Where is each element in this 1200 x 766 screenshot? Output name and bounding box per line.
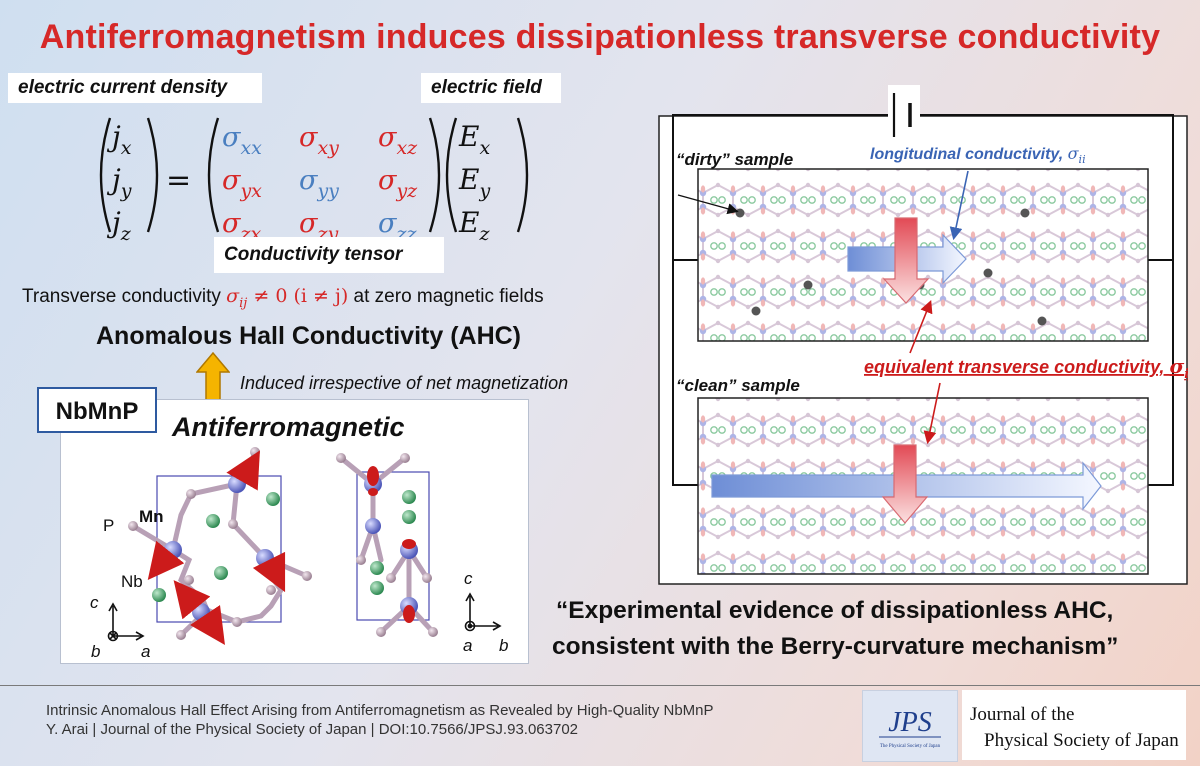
label-mn: Mn: [139, 507, 164, 526]
clean-sample-label: “clean” sample: [676, 376, 800, 395]
battery-gap: [888, 85, 920, 133]
nb-atoms-left: [152, 492, 280, 602]
journal-name-box: Journal of the Physical Society of Japan: [962, 690, 1186, 760]
transverse-conductivity-statement: Transverse conductivity σij ≠ 0 (i ≠ j) …: [22, 285, 544, 311]
transverse-prefix: Transverse conductivity: [22, 286, 227, 307]
e-paren-left: [445, 117, 458, 233]
crystal-structure-figure: P Mn Nb c b a c a b: [90, 447, 508, 661]
pointer-defect: [677, 194, 739, 215]
p-atoms-right: [336, 453, 438, 637]
spin-markers-right: [367, 466, 416, 623]
label-p: P: [103, 516, 114, 535]
sigma-yy: σyy: [299, 165, 339, 202]
jps-logo-subtext: The Physical Society of Japan: [880, 744, 941, 749]
sigma-xz: σxz: [378, 122, 418, 159]
e-y: Ey: [458, 163, 490, 202]
jps-logo-icon: JPS The Physical Society of Japan: [879, 707, 941, 749]
circuit-wires: [672, 114, 1174, 486]
j-x: jx: [106, 120, 132, 159]
pointer-dirty: [909, 300, 933, 354]
equivalent-label: equivalent transverse conductivity, σij: [864, 354, 1188, 382]
antiferromagnetic-label: Antiferromagnetic: [172, 412, 405, 442]
axes-right: [464, 592, 502, 632]
e-z: Ez: [458, 206, 490, 245]
jps-logo-text: JPS: [888, 707, 932, 738]
axis-left-c: c: [90, 593, 99, 612]
e-paren-right: [516, 117, 529, 233]
sigma-paren-right: [428, 117, 441, 233]
sigma-ij-subscript: ij: [239, 295, 248, 311]
j-paren-left: [99, 117, 112, 233]
crystal-structure-panel: P Mn Nb c b a c a b: [60, 399, 529, 664]
sigma-yx: σyx: [222, 165, 262, 202]
label-nb: Nb: [121, 572, 143, 591]
material-name-box: NbMnP: [37, 387, 157, 433]
jps-logo: JPS The Physical Society of Japan: [862, 690, 958, 762]
dirty-sample-label: “dirty” sample: [676, 150, 793, 169]
paper-citation: Y. Arai | Journal of the Physical Societ…: [46, 721, 579, 738]
j-z: jz: [106, 206, 132, 245]
sigma-ij-symbol: σ: [226, 285, 240, 307]
spin-arrows-left: [147, 450, 286, 645]
sigma-yz: σyz: [378, 165, 418, 202]
conclusion-quote-line2: consistent with the Berry-curvature mech…: [552, 633, 1119, 660]
footer-divider: [0, 685, 1200, 686]
label-current-density: electric current density: [8, 73, 262, 103]
transverse-condition: ≠ 0 (i ≠ j): [247, 285, 349, 307]
axis-left-a: a: [141, 642, 150, 661]
longitudinal-label-bg: [864, 141, 1164, 167]
paper-title: Intrinsic Anomalous Hall Effect Arising …: [46, 702, 714, 719]
journal-name-line1: Journal of the: [970, 704, 1075, 725]
sigma-xy: σxy: [299, 122, 339, 159]
transverse-conductivity-diagram: “dirty” sample “clean” sample defect lon…: [658, 85, 1188, 585]
journal-name-line2: Physical Society of Japan: [984, 730, 1179, 751]
axis-right-c: c: [464, 569, 473, 588]
page-title: Antiferromagnetism induces dissipationle…: [39, 18, 1161, 56]
transverse-arrow-clean: [881, 444, 929, 524]
sigma-paren-left: [207, 117, 220, 233]
equals-sign: =: [166, 163, 191, 198]
axis-right-b: b: [499, 636, 508, 655]
bonds-right: [338, 455, 436, 635]
transverse-arrow-dirty: [882, 217, 930, 304]
transverse-suffix: at zero magnetic fields: [348, 286, 544, 307]
pointer-longitudinal: [949, 170, 969, 241]
axis-right-a: a: [463, 636, 472, 655]
j-paren-right: [146, 117, 159, 233]
axis-left-b: b: [91, 642, 100, 661]
conclusion-quote-line1: “Experimental evidence of dissipationles…: [556, 597, 1114, 624]
j-y: jy: [106, 163, 132, 202]
nb-atoms-right: [370, 490, 416, 595]
axes-left: [107, 602, 145, 642]
label-electric-field: electric field: [421, 73, 561, 103]
e-x: Ex: [458, 120, 490, 159]
sigma-xx: σxx: [222, 122, 262, 159]
pointer-clean: [923, 382, 941, 445]
ahc-heading: Anomalous Hall Conductivity (AHC): [96, 322, 522, 350]
label-conductivity-tensor: Conductivity tensor: [214, 237, 444, 273]
longitudinal-label: longitudinal conductivity, σii: [870, 144, 1086, 166]
induced-note: Induced irrespective of net magnetizatio…: [240, 373, 569, 393]
equivalent-label-bg: [858, 351, 1146, 381]
